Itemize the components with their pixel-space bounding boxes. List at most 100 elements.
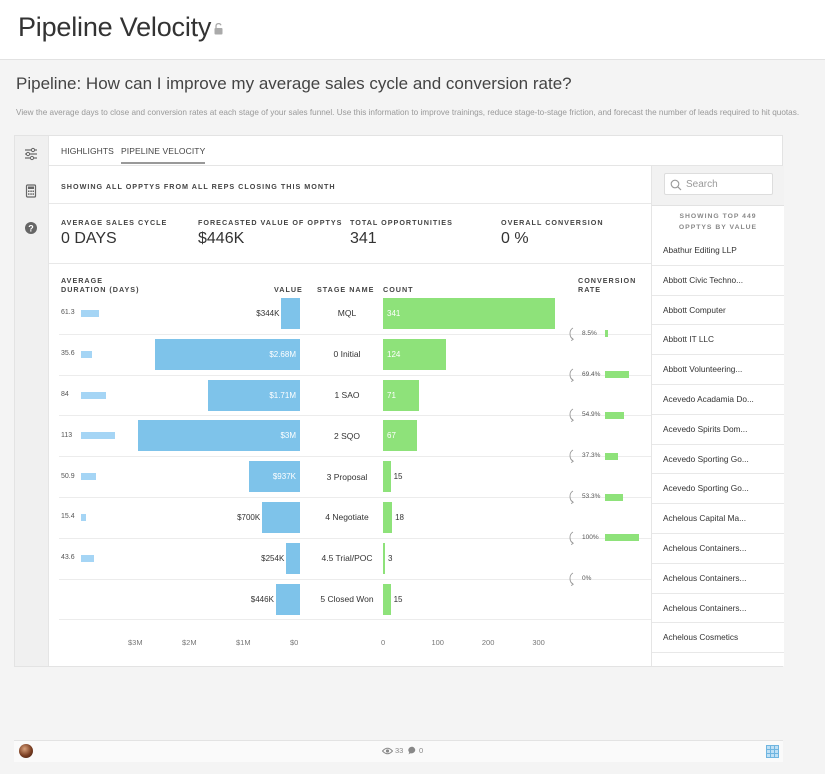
count-bar[interactable] (383, 338, 446, 370)
curved-arrow-icon (569, 490, 574, 504)
tab-pipeline-velocity[interactable]: PIPELINE VELOCITY (121, 146, 206, 164)
sliders-icon[interactable] (24, 147, 38, 161)
avatar[interactable] (19, 744, 33, 758)
list-item[interactable]: Abbott Civic Techno... (652, 266, 784, 296)
search-box[interactable] (664, 173, 773, 195)
value-bar[interactable] (155, 338, 300, 370)
conversion-bar[interactable] (605, 411, 624, 419)
count-bar[interactable] (383, 542, 385, 574)
row-divider (59, 415, 651, 417)
count-axis-tick: 300 (532, 638, 545, 647)
count-label: 3 (388, 553, 393, 563)
list-item[interactable]: Achelous Capital Ma... (652, 504, 784, 534)
conversion-bar[interactable] (605, 534, 639, 542)
value-bar[interactable] (286, 542, 300, 574)
comment-count: 0 (419, 746, 424, 755)
list-item[interactable]: Acevedo Sporting Go... (652, 474, 784, 505)
list-item[interactable]: Abbott Computer (652, 296, 784, 326)
row-divider (59, 333, 651, 335)
svg-text:?: ? (28, 223, 34, 233)
row-divider (59, 619, 651, 621)
stage-name: 2 SQO (334, 430, 360, 441)
kpi-value-forecasted-value: $446K (198, 230, 245, 247)
curved-arrow-icon (569, 531, 574, 545)
count-bar[interactable] (383, 461, 391, 493)
list-item[interactable]: Achelous Containers... (652, 564, 784, 594)
duration-bar[interactable] (81, 554, 95, 562)
conversion-rate-value: 54.9% (582, 411, 601, 419)
curved-arrow-icon (569, 327, 574, 341)
count-bar[interactable] (383, 420, 417, 452)
row-divider (59, 578, 651, 580)
count-label: 341 (387, 308, 401, 318)
view-count: 33 (395, 746, 404, 755)
list-item[interactable]: Achelous Cosmetics (652, 623, 784, 654)
comment-icon[interactable] (408, 746, 417, 755)
value-bar[interactable] (262, 501, 300, 533)
stage-name: 5 Closed Won (320, 594, 374, 604)
duration-bar[interactable] (81, 309, 100, 317)
calculator-icon[interactable] (24, 184, 38, 198)
list-item[interactable]: Acevedo Sporting Go... (652, 445, 784, 475)
duration-value: 35.6 (61, 350, 75, 358)
list-item[interactable]: Achelous Containers... (652, 534, 784, 564)
duration-value: 61.3 (61, 309, 75, 317)
value-bar[interactable] (249, 461, 300, 493)
row-divider (59, 537, 651, 539)
curved-arrow-icon (569, 408, 574, 423)
showing-top-label: SHOWING TOP 449 OPPTYS BY VALUE (678, 213, 758, 231)
curved-arrow-icon (569, 449, 574, 464)
opportunity-panel: SHOWING TOP 449 OPPTYS BY VALUE Abathur … (651, 166, 784, 666)
col-head-conversion: CONVERSION RATE (578, 276, 637, 294)
eye-icon (382, 747, 393, 755)
value-bar[interactable] (138, 420, 300, 452)
count-bar[interactable] (383, 583, 391, 615)
count-axis-tick: 200 (481, 638, 495, 647)
duration-bar[interactable] (81, 350, 92, 358)
duration-bar[interactable] (81, 391, 107, 399)
count-bar[interactable] (383, 379, 419, 411)
duration-bar[interactable] (81, 473, 97, 481)
count-bar[interactable] (383, 297, 555, 329)
list-item[interactable]: Abbott Volunteering... (652, 355, 784, 385)
help-icon[interactable]: ? (24, 221, 38, 235)
list-item[interactable]: Acevedo Spirits Dom... (652, 415, 784, 445)
kpi-label-forecasted-value: FORECASTED VALUE OF OPPTYS (198, 218, 343, 227)
tab-highlights[interactable]: HIGHLIGHTS (61, 146, 114, 156)
conversion-rate-value: 37.3% (582, 452, 601, 460)
kpi-value-total-opportunities: 341 (350, 230, 377, 247)
curved-arrow-icon (569, 368, 574, 382)
search-input[interactable] (686, 177, 770, 192)
table-view-icon[interactable] (766, 745, 779, 758)
count-label: 67 (387, 431, 396, 441)
duration-bar[interactable] (81, 513, 86, 521)
top-bar: Pipeline Velocity (0, 0, 825, 60)
list-item[interactable]: Abathur Editing LLP (652, 236, 784, 266)
value-label: $3M (280, 431, 296, 441)
conversion-bar[interactable] (605, 330, 608, 338)
list-item[interactable]: Achelous Containers... (652, 594, 784, 624)
conversion-bar[interactable] (605, 371, 629, 379)
value-label: $937K (272, 472, 296, 482)
list-item[interactable]: Abbott IT LLC (652, 325, 784, 356)
count-bar[interactable] (383, 501, 393, 533)
stage-name: MQL (337, 308, 357, 319)
duration-value: 15.4 (61, 513, 75, 521)
duration-bar[interactable] (81, 432, 115, 440)
conversion-bar[interactable] (605, 493, 624, 501)
conversion-bar[interactable] (605, 452, 618, 460)
value-bar[interactable] (275, 583, 300, 615)
value-bar[interactable] (281, 297, 300, 329)
stage-name: 0 Initial (333, 349, 361, 360)
count-axis-tick: 0 (381, 638, 386, 647)
lock-open-icon[interactable] (214, 23, 224, 35)
list-item[interactable]: Acevedo Acadamia Do... (652, 385, 784, 415)
value-bar[interactable] (207, 379, 300, 411)
conversion-rate-value: 100% (582, 533, 599, 541)
question-heading: Pipeline: How can I improve my average s… (16, 74, 572, 93)
stage-name: 4 Negotiate (325, 512, 369, 523)
kpi-value-sales-cycle: 0 DAYS (61, 230, 117, 247)
count-label: 15 (393, 594, 403, 604)
value-axis-tick: $0 (290, 638, 299, 647)
row-divider (59, 497, 651, 498)
